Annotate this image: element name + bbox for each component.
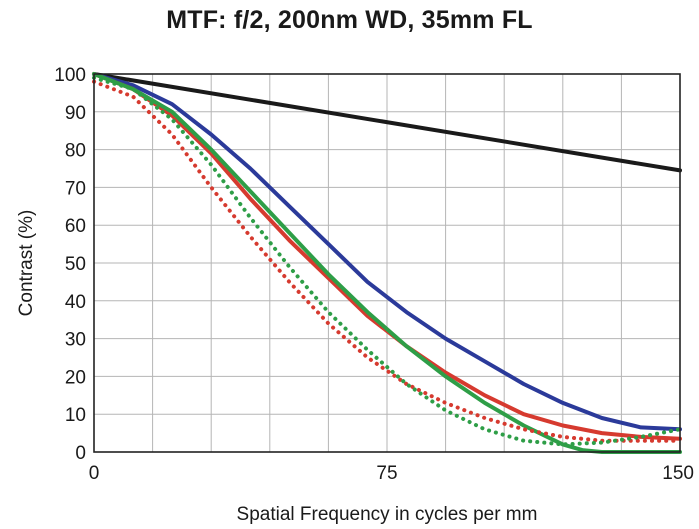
- y-tick-label-5: 50: [65, 254, 86, 275]
- y-tick-label-1: 10: [65, 405, 86, 426]
- plot-frame: [93, 73, 681, 453]
- chart-title: MTF: f/2, 200nm WD, 35mm FL: [166, 6, 533, 34]
- y-axis-label: Contrast (%): [16, 210, 37, 317]
- x-tick-label-0: 0: [89, 463, 100, 484]
- series-line-3-solid: [92, 72, 682, 454]
- y-tick-label-9: 90: [65, 103, 86, 124]
- series-line-5-dotted: [92, 75, 682, 447]
- series-line-0-solid: [92, 72, 682, 173]
- y-tick-label-8: 80: [65, 141, 86, 162]
- tick-labels: 0 10 20 30 40 50 60 70 80 90 100 0 75 150: [54, 65, 694, 484]
- series-lines: [92, 72, 682, 454]
- series-line-1-solid: [92, 72, 682, 432]
- y-tick-label-0: 0: [75, 443, 86, 464]
- x-axis-label: Spatial Frequency in cycles per mm: [237, 504, 538, 525]
- y-tick-label-3: 30: [65, 330, 86, 351]
- y-tick-label-7: 70: [65, 178, 86, 199]
- series-line-4-dotted: [92, 79, 682, 443]
- x-tick-label-1: 75: [376, 463, 397, 484]
- y-tick-label-6: 60: [65, 216, 86, 237]
- y-tick-label-10: 100: [54, 65, 86, 86]
- y-tick-label-4: 40: [65, 292, 86, 313]
- y-tick-label-2: 20: [65, 367, 86, 388]
- x-tick-label-2: 150: [662, 463, 694, 484]
